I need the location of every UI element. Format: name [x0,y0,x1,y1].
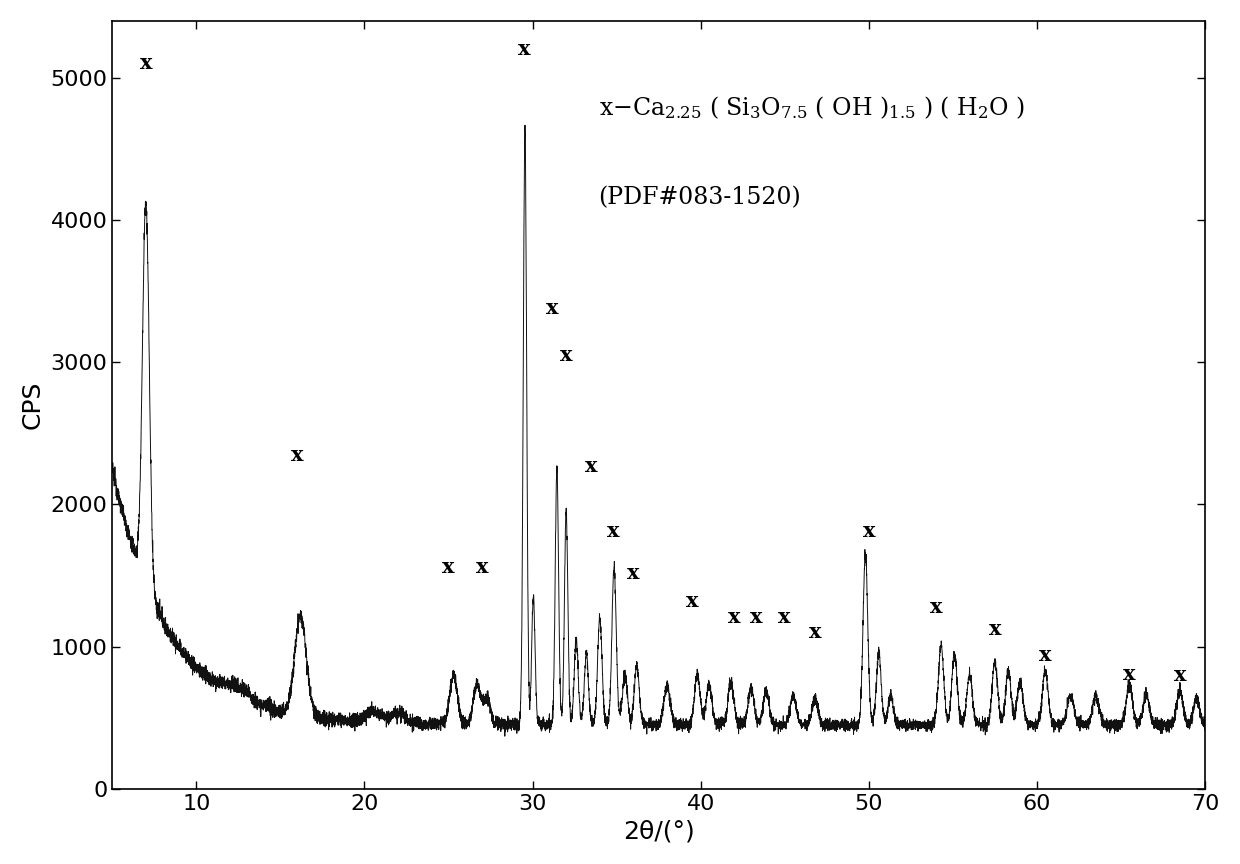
Text: x: x [443,557,455,577]
Text: x: x [779,607,791,626]
Text: x: x [1173,665,1185,685]
Text: x: x [627,562,640,582]
Text: x: x [547,298,559,318]
Text: x: x [291,445,304,465]
Text: x: x [808,622,821,642]
Text: x: x [930,597,942,617]
Text: x: x [988,619,1001,639]
Text: (PDF#083-1520): (PDF#083-1520) [599,186,801,209]
Text: x: x [140,54,153,73]
Text: x$\mathregular{-}$Ca$\mathregular{_{2.25}}$ ( Si$\mathregular{_3}$O$\mathregular: x$\mathregular{-}$Ca$\mathregular{_{2.25… [599,94,1024,121]
Text: x: x [1123,664,1136,683]
Text: x: x [606,521,620,542]
Text: x: x [750,607,763,626]
Text: x: x [476,557,489,577]
X-axis label: 2θ/(°): 2θ/(°) [622,819,694,843]
Text: x: x [518,39,531,60]
Y-axis label: CPS: CPS [21,381,45,429]
Text: x: x [863,521,875,542]
Text: x: x [728,607,740,626]
Text: x: x [1039,645,1052,665]
Text: x: x [560,345,573,365]
Text: x: x [686,591,698,611]
Text: x: x [585,456,598,476]
